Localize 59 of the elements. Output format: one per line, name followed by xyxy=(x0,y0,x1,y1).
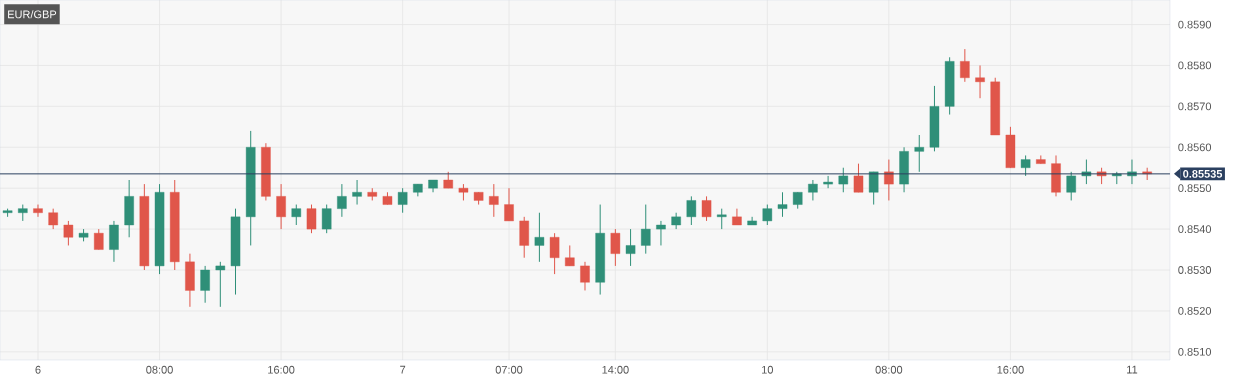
candlestick xyxy=(853,163,864,193)
x-tick-label: 07:00 xyxy=(495,365,523,374)
candlestick xyxy=(762,204,773,226)
candlestick xyxy=(686,195,697,226)
candlestick xyxy=(94,228,104,251)
candlestick xyxy=(610,228,621,267)
x-tick-label: 16:00 xyxy=(268,365,295,374)
candlestick xyxy=(808,179,818,201)
y-tick-label: 0.8540 xyxy=(1178,225,1212,233)
text: EUR/GBP xyxy=(8,10,57,19)
x-tick-label: 16:00 xyxy=(997,365,1024,374)
candlestick xyxy=(777,191,788,218)
candlestick xyxy=(276,183,286,230)
candlestick xyxy=(868,171,879,206)
candlestick xyxy=(48,208,58,230)
x-tick-label: 08:00 xyxy=(146,365,173,374)
y-tick-label: 0.8530 xyxy=(1178,266,1212,274)
candlestick xyxy=(504,187,514,222)
ref-line-label: 0.85535 xyxy=(1183,169,1223,178)
x-tick-label: 7 xyxy=(400,365,406,374)
candlestick xyxy=(823,175,833,189)
candlestick xyxy=(1020,154,1031,177)
candlestick xyxy=(838,167,849,193)
candlestick xyxy=(914,134,925,173)
y-tick-label: 0.8560 xyxy=(1178,143,1212,152)
candlestick xyxy=(549,232,560,275)
candlestick xyxy=(625,228,636,267)
x-tick-label: 14:00 xyxy=(602,365,629,374)
y-tick-label: 0.8510 xyxy=(1178,347,1212,356)
candlestick xyxy=(352,179,362,206)
x-tick-label: 10 xyxy=(762,365,773,374)
candlestick xyxy=(534,212,545,263)
y-tick-label: 0.8550 xyxy=(1178,184,1212,193)
candlestick xyxy=(960,48,970,83)
x-tick-label: 11 xyxy=(1127,365,1138,374)
candlestick xyxy=(489,183,499,218)
x-tick-label: 6 xyxy=(35,365,41,374)
candlestick xyxy=(701,195,712,222)
candlestick xyxy=(321,204,332,234)
y-tick-label: 0.8520 xyxy=(1178,307,1212,315)
candlestick xyxy=(1066,171,1076,201)
candlestick xyxy=(200,265,210,304)
candlestick xyxy=(565,244,575,267)
candlestick xyxy=(641,204,651,255)
candlestick xyxy=(63,220,74,246)
y-tick-label: 0.8570 xyxy=(1178,102,1212,111)
candlestick xyxy=(975,64,985,99)
y-tick-label: 0.8580 xyxy=(1178,61,1212,70)
candlestick xyxy=(215,261,226,308)
candlestick xyxy=(656,220,666,246)
candlestick xyxy=(33,204,43,218)
candlestick xyxy=(306,204,317,234)
candlestick xyxy=(397,187,408,214)
candlestick xyxy=(716,208,727,230)
y-tick-label: 0.8590 xyxy=(1178,20,1212,29)
candlestick xyxy=(580,261,590,291)
candlestick xyxy=(291,204,302,226)
x-tick-label: 08:00 xyxy=(875,365,903,374)
candlestick xyxy=(337,183,347,218)
